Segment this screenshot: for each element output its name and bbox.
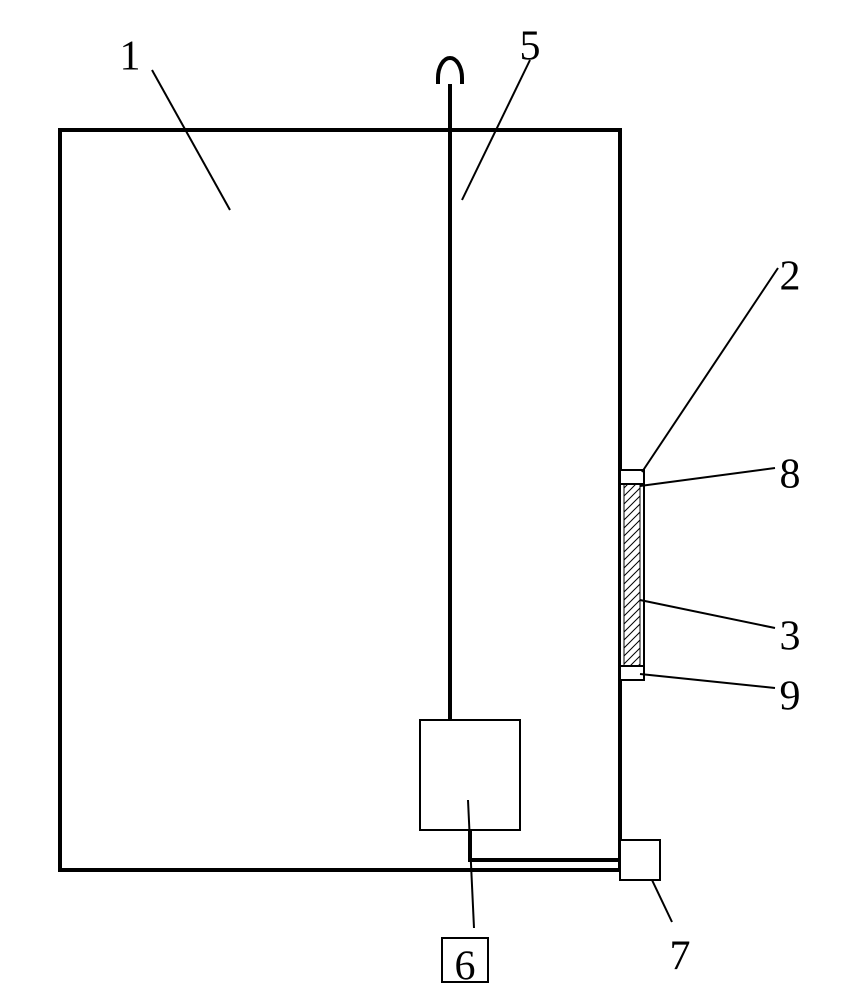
- label-2: 2: [780, 254, 801, 300]
- label-8: 8: [780, 452, 801, 498]
- label-1: 1: [120, 34, 141, 80]
- label-9: 9: [780, 674, 801, 720]
- label-3: 3: [780, 614, 801, 660]
- label-6: 6: [455, 944, 476, 990]
- label-5: 5: [520, 24, 541, 70]
- label-7: 7: [670, 934, 691, 980]
